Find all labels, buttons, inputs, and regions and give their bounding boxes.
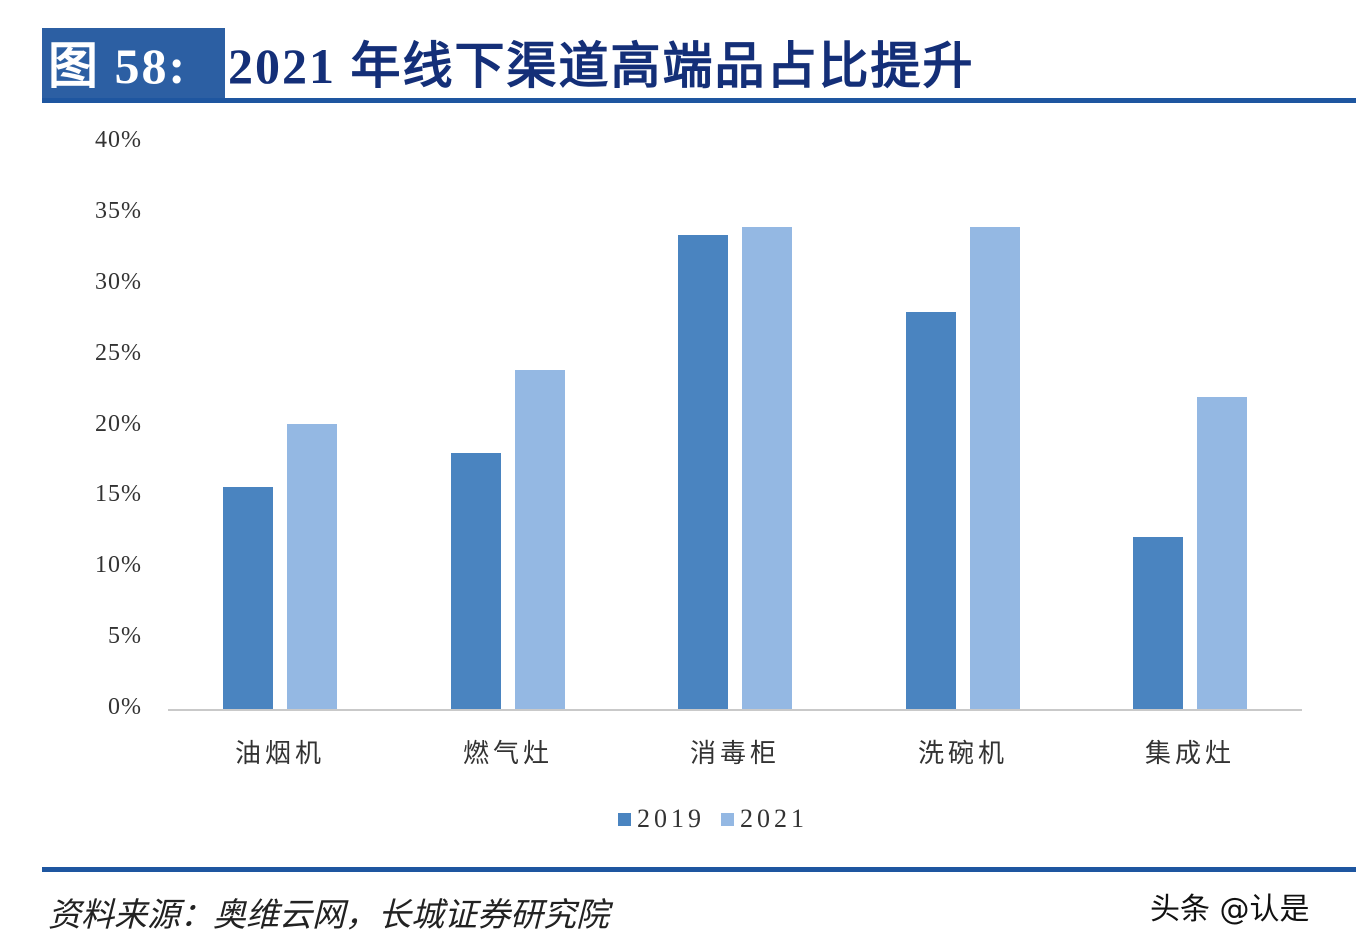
y-tick-label: 40%: [95, 127, 142, 153]
x-axis-line: [168, 709, 1302, 711]
bar-2021: [970, 226, 1020, 710]
y-tick-label: 20%: [95, 410, 142, 437]
chart-legend: 2019 2021: [618, 804, 824, 834]
x-category-label: 燃气灶: [462, 739, 553, 769]
y-tick-label: 10%: [95, 552, 142, 579]
title-divider: [42, 98, 1356, 103]
legend-label: 2021: [740, 804, 808, 833]
x-category-label: 洗碗机: [917, 739, 1008, 769]
y-tick-label: 5%: [108, 623, 142, 650]
bar-2021: [287, 423, 337, 710]
y-tick-label: 25%: [95, 339, 142, 366]
bar-2019: [223, 487, 273, 710]
legend-item-2021: 2021: [721, 804, 808, 834]
chart-title: 2021 年线下渠道高端品占比提升: [228, 38, 975, 94]
x-category-label: 油烟机: [234, 739, 325, 769]
bar-2021: [1197, 396, 1247, 710]
legend-label: 2019: [637, 804, 705, 833]
figure-label-box: [42, 28, 225, 102]
y-tick-label: 30%: [95, 268, 142, 295]
watermark: 头条 @认是: [1150, 892, 1310, 927]
bar-2019: [451, 453, 501, 710]
figure-label: 图 58:: [48, 38, 188, 94]
source-note: 资料来源：奥维云网，长城证券研究院: [48, 895, 609, 934]
bar-2021: [742, 226, 792, 710]
y-tick-label: 35%: [95, 197, 142, 224]
footer-divider: [42, 867, 1356, 872]
legend-item-2019: 2019: [618, 804, 705, 834]
y-tick-label: 0%: [108, 694, 142, 720]
bar-2019: [1133, 537, 1183, 710]
x-category-label: 集成灶: [1144, 739, 1235, 769]
legend-swatch-icon: [618, 812, 631, 826]
bar-2019: [906, 311, 956, 710]
bar-2021: [515, 369, 565, 710]
y-tick-label: 15%: [95, 481, 142, 508]
x-category-label: 消毒柜: [689, 739, 780, 769]
bar-2019: [678, 235, 728, 710]
legend-swatch-icon: [721, 812, 734, 826]
